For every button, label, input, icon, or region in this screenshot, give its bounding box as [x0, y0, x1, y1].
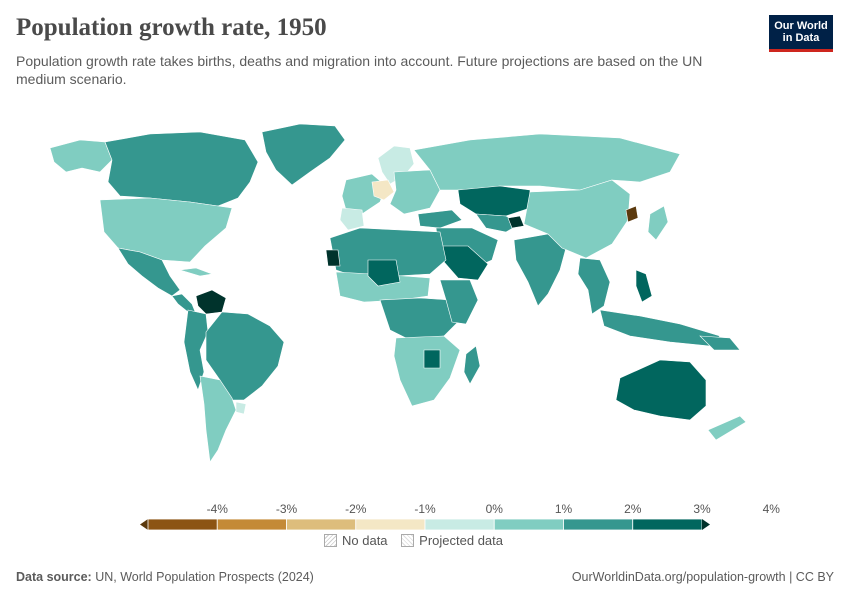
legend-tick-label: -2%: [345, 502, 367, 516]
legend-tick-label: 2%: [624, 502, 642, 516]
legend-tick-label: 3%: [693, 502, 711, 516]
legend-bin[interactable]: [493, 518, 564, 530]
region-kazakhstan[interactable]: [457, 185, 531, 217]
logo-line-2: in Data: [782, 32, 820, 44]
logo-line-1: Our World: [774, 20, 828, 32]
legend-bin[interactable]: [632, 518, 703, 530]
legend-bin[interactable]: [563, 518, 634, 530]
legend-tick-label: -3%: [275, 502, 298, 516]
world-map[interactable]: [0, 110, 850, 470]
region-china[interactable]: [523, 179, 631, 259]
region-southern-africa[interactable]: [393, 335, 461, 407]
legend-bin[interactable]: [355, 518, 426, 530]
region-colombia-andes[interactable]: [183, 309, 209, 391]
projected-data-item: Projected data: [401, 533, 503, 548]
chart-title: Population growth rate, 1950: [16, 14, 327, 41]
legend-bin[interactable]: [147, 518, 218, 530]
legend-bin-overflow[interactable]: [702, 519, 710, 530]
region-iberia[interactable]: [339, 207, 365, 231]
projected-data-label: Projected data: [419, 533, 504, 548]
region-turkey-caucasus[interactable]: [417, 209, 463, 229]
legend-tick-labels: -4% -3% -2% -1% 0% 1% 2% 3% 4%: [130, 502, 780, 518]
region-uruguay[interactable]: [235, 401, 247, 415]
region-new-zealand[interactable]: [707, 415, 747, 441]
region-india[interactable]: [513, 233, 567, 307]
color-legend: [140, 518, 710, 530]
no-data-swatch: [324, 534, 337, 547]
data-source-text: UN, World Population Prospects (2024): [95, 570, 314, 584]
data-source-label: Data source:: [16, 570, 92, 584]
legend-tick-label: 0%: [485, 502, 503, 516]
region-western-sahara[interactable]: [325, 249, 341, 267]
legend-tick-label: 4%: [762, 502, 780, 516]
region-niger-chad[interactable]: [367, 259, 401, 287]
legend-bin-underflow[interactable]: [140, 519, 148, 530]
chart-subtitle: Population growth rate takes births, dea…: [16, 53, 703, 87]
legend-tick-label: -1%: [414, 502, 436, 516]
region-australia[interactable]: [615, 359, 707, 421]
data-source: Data source: UN, World Population Prospe…: [16, 570, 314, 584]
region-cuba[interactable]: [179, 267, 214, 277]
region-brazil[interactable]: [205, 311, 285, 401]
region-alaska[interactable]: [49, 139, 113, 173]
region-png[interactable]: [699, 335, 741, 351]
region-mexico[interactable]: [117, 247, 181, 297]
region-madagascar[interactable]: [463, 345, 481, 385]
region-philippines[interactable]: [635, 269, 653, 303]
region-eastern-europe[interactable]: [389, 169, 441, 215]
legend-bin[interactable]: [424, 518, 495, 530]
attribution-link[interactable]: OurWorldinData.org/population-growth | C…: [571, 570, 834, 584]
legend-tick-label: 1%: [554, 502, 573, 516]
no-data-label: No data: [342, 533, 388, 548]
projected-data-swatch: [401, 534, 415, 547]
legend-notes: No data Projected data: [324, 533, 513, 550]
region-central-africa[interactable]: [379, 297, 461, 341]
region-zimbabwe[interactable]: [423, 349, 441, 369]
legend-tick-label: -4%: [206, 502, 228, 516]
region-southeast-asia[interactable]: [577, 257, 611, 315]
region-indonesia[interactable]: [599, 309, 721, 347]
region-russia[interactable]: [413, 133, 681, 191]
region-north-korea[interactable]: [625, 205, 639, 223]
region-venezuela[interactable]: [195, 289, 227, 315]
region-tajikistan[interactable]: [507, 215, 525, 229]
region-canada[interactable]: [104, 131, 259, 207]
owid-logo[interactable]: Our World in Data: [769, 15, 833, 52]
region-greenland[interactable]: [261, 123, 346, 186]
region-usa[interactable]: [99, 197, 233, 263]
region-japan[interactable]: [647, 205, 669, 241]
legend-bin[interactable]: [286, 518, 357, 530]
no-data-item: No data: [324, 533, 388, 548]
region-argentina[interactable]: [199, 375, 237, 463]
region-east-africa[interactable]: [439, 279, 479, 325]
legend-bin[interactable]: [216, 518, 287, 530]
region-germany[interactable]: [371, 179, 395, 201]
